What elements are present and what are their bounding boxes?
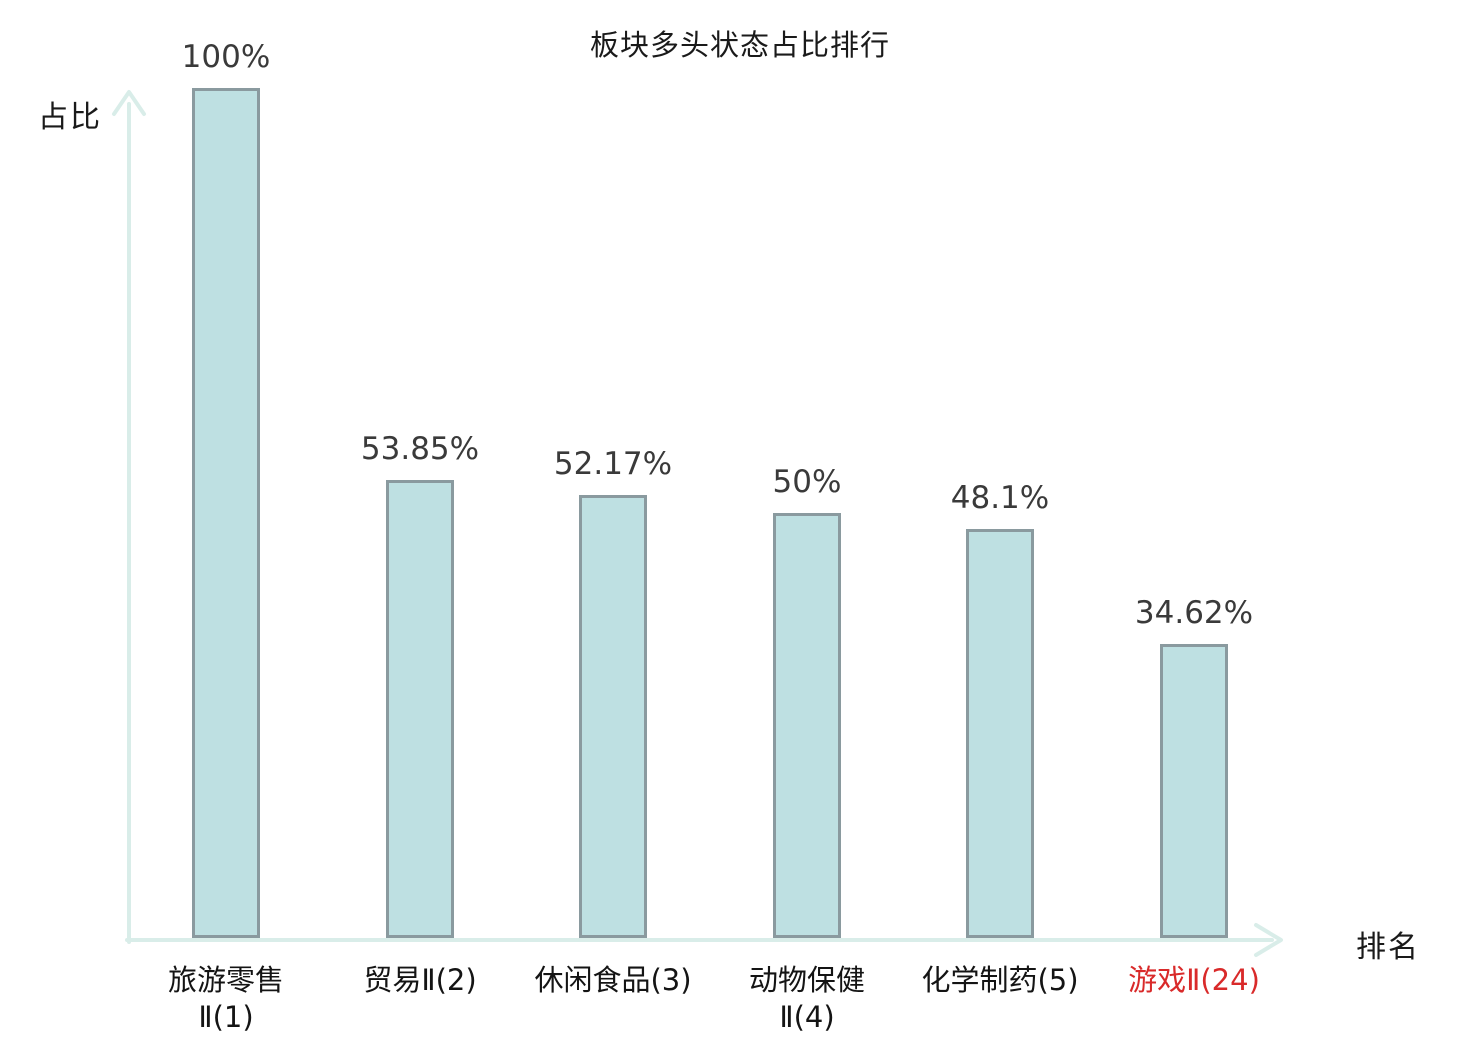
- x-axis-arrowhead-icon: [1254, 923, 1283, 957]
- bar-value-label: 48.1%: [950, 480, 1050, 516]
- bar-value-label: 53.85%: [360, 431, 480, 467]
- y-axis-arrowhead-icon: [112, 90, 146, 116]
- bar-category-label: 动物保健 Ⅱ(4): [657, 962, 957, 1036]
- bar-value-label: 50%: [772, 464, 842, 500]
- bar: [579, 495, 647, 938]
- bar: [966, 529, 1034, 938]
- bar: [1160, 644, 1228, 938]
- category-label-line: Ⅱ(1): [198, 1000, 254, 1034]
- category-label-line: 休闲食品(3): [534, 963, 692, 997]
- bar-value-label: 52.17%: [553, 446, 673, 482]
- bar: [386, 480, 454, 938]
- bar: [192, 88, 260, 938]
- bar-category-label: 化学制药(5): [850, 962, 1150, 999]
- chart-title: 板块多头状态占比排行: [589, 28, 890, 62]
- y-axis-label: 占比: [38, 100, 102, 135]
- category-label-line: 旅游零售: [167, 963, 284, 997]
- bar-category-label: 贸易Ⅱ(2): [270, 962, 570, 999]
- category-label-line: 化学制药(5): [921, 963, 1079, 997]
- x-axis-label: 排名: [1356, 930, 1420, 965]
- category-label-line: 动物保健: [748, 963, 865, 997]
- bar-category-label: 旅游零售 Ⅱ(1): [76, 962, 376, 1036]
- bar: [773, 513, 841, 938]
- bar-category-label: 游戏Ⅱ(24): [1044, 962, 1344, 999]
- category-label-line: 贸易Ⅱ(2): [363, 963, 477, 997]
- bar-category-label: 休闲食品(3): [463, 962, 763, 999]
- category-label-line: Ⅱ(4): [779, 1000, 835, 1034]
- category-label-line: 游戏Ⅱ(24): [1128, 963, 1260, 997]
- bar-value-label: 34.62%: [1134, 595, 1254, 631]
- bar-value-label: 100%: [181, 39, 271, 75]
